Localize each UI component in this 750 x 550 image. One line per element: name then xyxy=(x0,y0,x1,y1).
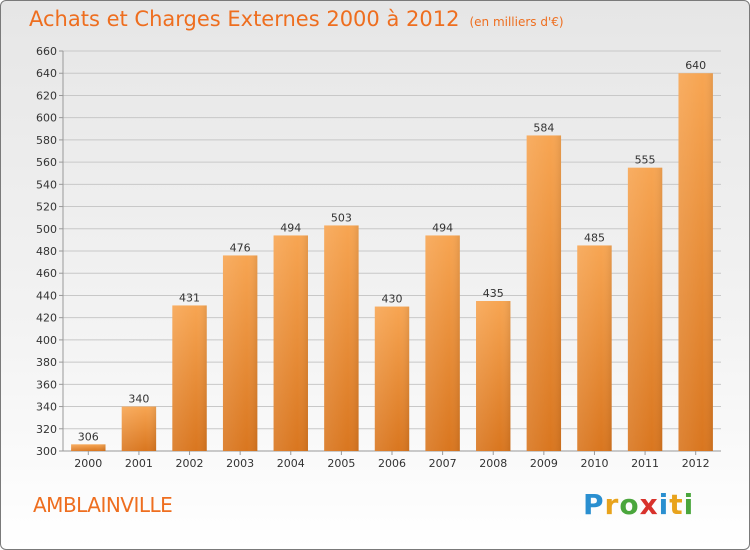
bar-value-label: 494 xyxy=(280,221,301,234)
bar-value-label: 431 xyxy=(179,291,200,304)
y-tick-label: 640 xyxy=(36,67,57,80)
y-tick-label: 520 xyxy=(36,201,57,214)
bar-shade xyxy=(526,135,562,451)
bar-value-label: 640 xyxy=(685,59,706,72)
chart-title-text: Achats et Charges Externes 2000 à 2012 xyxy=(29,7,460,31)
bar-shade xyxy=(374,306,410,451)
bar-shade xyxy=(577,245,612,451)
chart-subtitle: (en milliers d'€) xyxy=(469,15,564,29)
bar-value-label: 430 xyxy=(382,293,403,306)
bar-shade xyxy=(273,235,308,451)
bar-value-label: 485 xyxy=(584,231,605,244)
y-tick-label: 400 xyxy=(36,334,57,347)
axis-layer: 300 320 340 360 380 400 420 440 460 480 500 520 540 5… xyxy=(36,45,721,458)
label-layer: 306 2000 340 2001 431 2002 476 2003 494 2004 503 20… xyxy=(74,59,709,470)
x-tick-label: 2011 xyxy=(631,457,659,470)
x-tick-label: 2001 xyxy=(125,457,153,470)
logo-letter: o xyxy=(619,488,640,521)
bar-shade xyxy=(425,235,460,451)
city-name: AMBLAINVILLE xyxy=(33,493,173,517)
bar-value-label: 476 xyxy=(230,241,251,254)
x-tick-label: 2008 xyxy=(479,457,507,470)
x-tick-label: 2000 xyxy=(74,457,102,470)
logo-letter: x xyxy=(639,488,659,521)
bar-shade xyxy=(121,406,157,451)
y-tick-label: 480 xyxy=(36,245,57,258)
logo-letter: P xyxy=(583,488,605,521)
bar-value-label: 555 xyxy=(635,154,656,167)
bar-value-label: 306 xyxy=(78,430,99,443)
bar-shade xyxy=(324,225,359,451)
y-tick-label: 460 xyxy=(36,267,57,280)
y-tick-label: 300 xyxy=(36,445,57,458)
bar-shade xyxy=(222,255,258,451)
logo-letter: i xyxy=(683,488,695,521)
y-tick-label: 580 xyxy=(36,134,57,147)
y-tick-label: 320 xyxy=(36,423,57,436)
bar-shade xyxy=(172,305,207,451)
y-tick-label: 440 xyxy=(36,289,57,302)
y-tick-label: 360 xyxy=(36,378,57,391)
x-tick-label: 2003 xyxy=(226,457,254,470)
bar-value-label: 494 xyxy=(432,221,453,234)
x-tick-label: 2009 xyxy=(530,457,558,470)
y-tick-label: 420 xyxy=(36,312,57,325)
x-tick-label: 2012 xyxy=(682,457,710,470)
y-tick-label: 600 xyxy=(36,112,57,125)
y-tick-label: 560 xyxy=(36,156,57,169)
proxiti-logo[interactable]: Proxiti xyxy=(583,488,694,521)
x-tick-label: 2002 xyxy=(176,457,204,470)
bar-shade xyxy=(476,301,511,451)
y-tick-label: 380 xyxy=(36,356,57,369)
logo-letter: t xyxy=(669,488,684,521)
logo-letter: r xyxy=(604,488,620,521)
x-tick-label: 2006 xyxy=(378,457,406,470)
bar-shade xyxy=(627,167,663,451)
y-tick-label: 500 xyxy=(36,223,57,236)
bar-layer xyxy=(71,73,713,451)
x-tick-label: 2010 xyxy=(580,457,608,470)
bar-value-label: 584 xyxy=(533,121,554,134)
y-tick-label: 340 xyxy=(36,401,57,414)
bar-shade xyxy=(71,444,106,451)
y-tick-label: 540 xyxy=(36,178,57,191)
y-tick-label: 620 xyxy=(36,89,57,102)
chart-title: Achats et Charges Externes 2000 à 2012 (e… xyxy=(29,7,564,31)
logo-letter: i xyxy=(658,488,670,521)
x-tick-label: 2004 xyxy=(277,457,305,470)
y-tick-label: 660 xyxy=(36,45,57,58)
bar-value-label: 340 xyxy=(128,393,149,406)
bar-value-label: 435 xyxy=(483,287,504,300)
x-tick-label: 2005 xyxy=(327,457,355,470)
bar-shade xyxy=(678,73,713,451)
x-tick-label: 2007 xyxy=(429,457,457,470)
bar-value-label: 503 xyxy=(331,211,352,224)
